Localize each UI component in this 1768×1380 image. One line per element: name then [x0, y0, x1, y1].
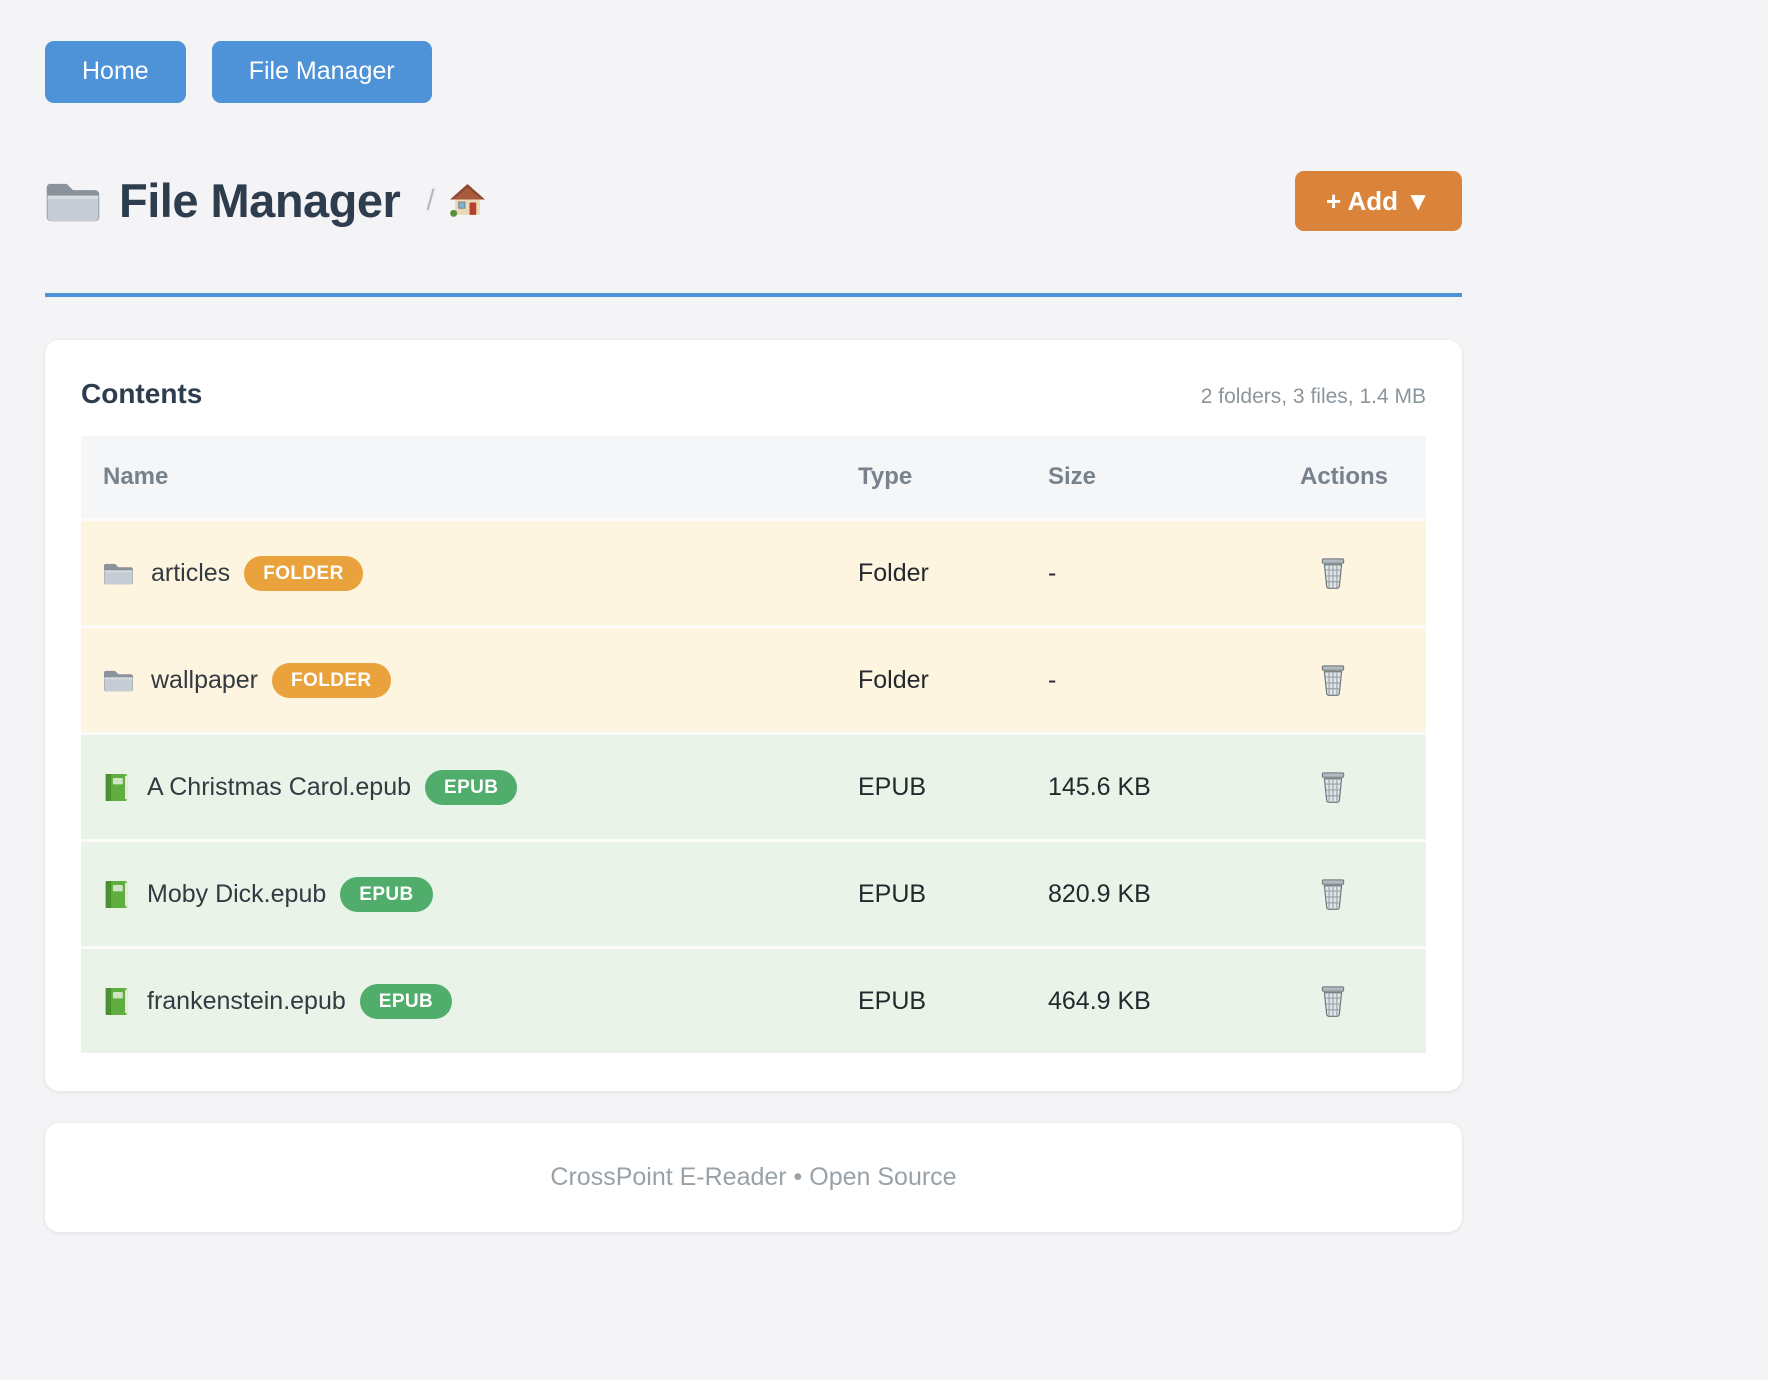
type-cell: EPUB [858, 732, 1048, 841]
page-content: Home File Manager File Manager / + Add ▼… [45, 0, 1462, 1233]
size-cell: - [1048, 625, 1300, 734]
name-cell[interactable]: articles FOLDER [81, 518, 858, 627]
type-cell: EPUB [858, 839, 1048, 948]
name-cell[interactable]: frankenstein.epub EPUB [81, 946, 858, 1054]
size-cell: 464.9 KB [1048, 946, 1300, 1054]
table-row-wallpaper: wallpaper FOLDER Folder - [81, 625, 1426, 734]
table-row-frankenstein: frankenstein.epub EPUB EPUB 464.9 KB [81, 946, 1426, 1054]
delete-button[interactable] [1318, 984, 1348, 1019]
book-icon [105, 773, 128, 801]
contents-header: Contents 2 folders, 3 files, 1.4 MB [81, 378, 1426, 410]
delete-button[interactable] [1318, 877, 1348, 912]
file-manager-nav-button[interactable]: File Manager [211, 41, 432, 103]
title-group: File Manager / [45, 173, 486, 228]
size-cell: 145.6 KB [1048, 732, 1300, 841]
item-name: Moby Dick.epub [147, 879, 327, 908]
contents-heading: Contents [81, 378, 203, 410]
delete-button[interactable] [1318, 770, 1348, 805]
table-row-moby-dick: Moby Dick.epub EPUB EPUB 820.9 KB [81, 839, 1426, 948]
epub-badge: EPUB [340, 876, 433, 912]
folder-icon [103, 563, 134, 585]
item-name: wallpaper [151, 665, 259, 694]
home-icon[interactable] [449, 182, 486, 219]
size-cell: 820.9 KB [1048, 839, 1300, 948]
file-table: Name Type Size Actions articles FOLDER [81, 436, 1426, 1054]
contents-summary: 2 folders, 3 files, 1.4 MB [1200, 385, 1426, 409]
trash-icon [1321, 772, 1345, 803]
top-nav: Home File Manager [45, 41, 1462, 103]
footer-text: CrossPoint E-Reader • Open Source [550, 1163, 957, 1192]
column-header-size: Size [1048, 436, 1300, 520]
page-title: File Manager [119, 174, 401, 228]
delete-button[interactable] [1318, 556, 1348, 591]
item-name: articles [151, 558, 231, 587]
type-cell: Folder [858, 625, 1048, 734]
folder-badge: FOLDER [272, 662, 391, 698]
contents-card: Contents 2 folders, 3 files, 1.4 MB Name… [45, 340, 1462, 1092]
type-cell: EPUB [858, 946, 1048, 1054]
size-cell: - [1048, 518, 1300, 627]
folder-icon [46, 184, 100, 222]
folder-icon [103, 670, 134, 692]
book-icon [105, 880, 128, 908]
table-row-christmas-carol: A Christmas Carol.epub EPUB EPUB 145.6 K… [81, 732, 1426, 841]
trash-icon [1321, 665, 1345, 696]
name-cell[interactable]: Moby Dick.epub EPUB [81, 839, 858, 948]
table-row-articles: articles FOLDER Folder - [81, 518, 1426, 627]
column-header-actions: Actions [1300, 436, 1426, 520]
title-row: File Manager / + Add ▼ [45, 170, 1462, 232]
epub-badge: EPUB [359, 983, 453, 1019]
breadcrumb-separator: / [426, 183, 435, 217]
delete-button[interactable] [1318, 663, 1348, 698]
footer: CrossPoint E-Reader • Open Source [45, 1123, 1462, 1233]
trash-icon [1321, 558, 1345, 589]
add-button[interactable]: + Add ▼ [1295, 170, 1462, 232]
name-cell[interactable]: A Christmas Carol.epub EPUB [81, 732, 858, 841]
item-name: frankenstein.epub [147, 986, 346, 1015]
epub-badge: EPUB [425, 769, 518, 805]
name-cell[interactable]: wallpaper FOLDER [81, 625, 858, 734]
home-nav-button[interactable]: Home [45, 41, 186, 103]
folder-badge: FOLDER [244, 555, 363, 591]
type-cell: Folder [858, 518, 1048, 627]
table-header-row: Name Type Size Actions [81, 436, 1426, 520]
column-header-type: Type [858, 436, 1048, 520]
breadcrumb: / [426, 182, 486, 219]
book-icon [105, 987, 128, 1015]
item-name: A Christmas Carol.epub [147, 772, 412, 801]
trash-icon [1321, 986, 1345, 1017]
trash-icon [1321, 879, 1345, 910]
column-header-name: Name [81, 436, 858, 520]
title-divider [45, 293, 1462, 298]
